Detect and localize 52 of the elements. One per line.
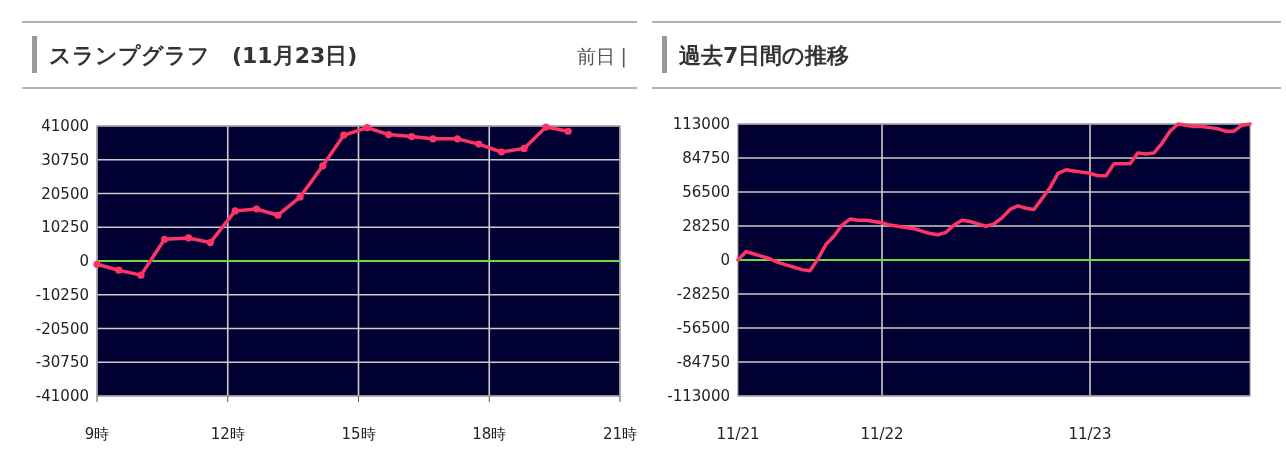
y-tick-label: -41000	[35, 387, 89, 405]
point	[137, 271, 145, 279]
y-tick-label: -56500	[676, 319, 730, 337]
x-tick-label: 12時	[210, 425, 245, 443]
point	[319, 162, 327, 170]
x-tick-label: 11/21	[716, 425, 760, 443]
y-tick-label: 41000	[41, 117, 89, 135]
y-tick-label: -20500	[35, 319, 89, 338]
y-tick-label: 30750	[41, 150, 89, 169]
point	[429, 135, 437, 143]
y-tick-label: 28250	[682, 217, 730, 235]
point	[520, 144, 528, 152]
point	[296, 193, 304, 201]
point	[340, 131, 348, 139]
point	[184, 234, 193, 242]
point	[274, 211, 282, 219]
point	[206, 238, 214, 247]
y-tick-label: 20500	[41, 184, 89, 203]
point	[497, 148, 506, 156]
point	[384, 130, 393, 139]
y-tick-label: -84750	[676, 353, 730, 371]
x-tick-label: 18時	[472, 425, 507, 443]
y-tick-label: -10250	[35, 285, 89, 304]
point	[564, 127, 572, 135]
y-tick-label: 0	[79, 252, 89, 270]
text: 前日 |	[576, 45, 627, 68]
x-tick-label: 9時	[84, 425, 110, 443]
point	[453, 135, 462, 143]
y-tick-label: 113000	[672, 115, 730, 133]
x-tick-label: 21時	[602, 425, 638, 443]
x-tick-label: 11/23	[1068, 425, 1112, 443]
y-tick-label: -28250	[676, 285, 730, 303]
line-series	[736, 122, 1252, 273]
y-tick-label: 84750	[682, 149, 730, 167]
point	[115, 266, 123, 274]
point	[231, 207, 239, 215]
chart-title: 過去7日間の推移	[679, 43, 850, 68]
point	[475, 140, 483, 148]
point	[542, 123, 550, 131]
point	[93, 260, 101, 268]
y-tick-label: -113000	[667, 387, 730, 405]
y-tick-label: -30750	[35, 353, 89, 372]
point	[408, 132, 416, 141]
x-tick-label: 11/22	[860, 425, 904, 443]
point	[252, 205, 261, 213]
x-tick-label: 15時	[341, 425, 376, 443]
y-tick-label: 56500	[682, 183, 730, 201]
point	[160, 235, 169, 243]
y-tick-label: 10250	[41, 218, 89, 237]
chart-title: スランプグラフ (11月23日)	[49, 43, 358, 68]
point	[363, 124, 371, 132]
y-tick-label: 0	[720, 251, 730, 269]
